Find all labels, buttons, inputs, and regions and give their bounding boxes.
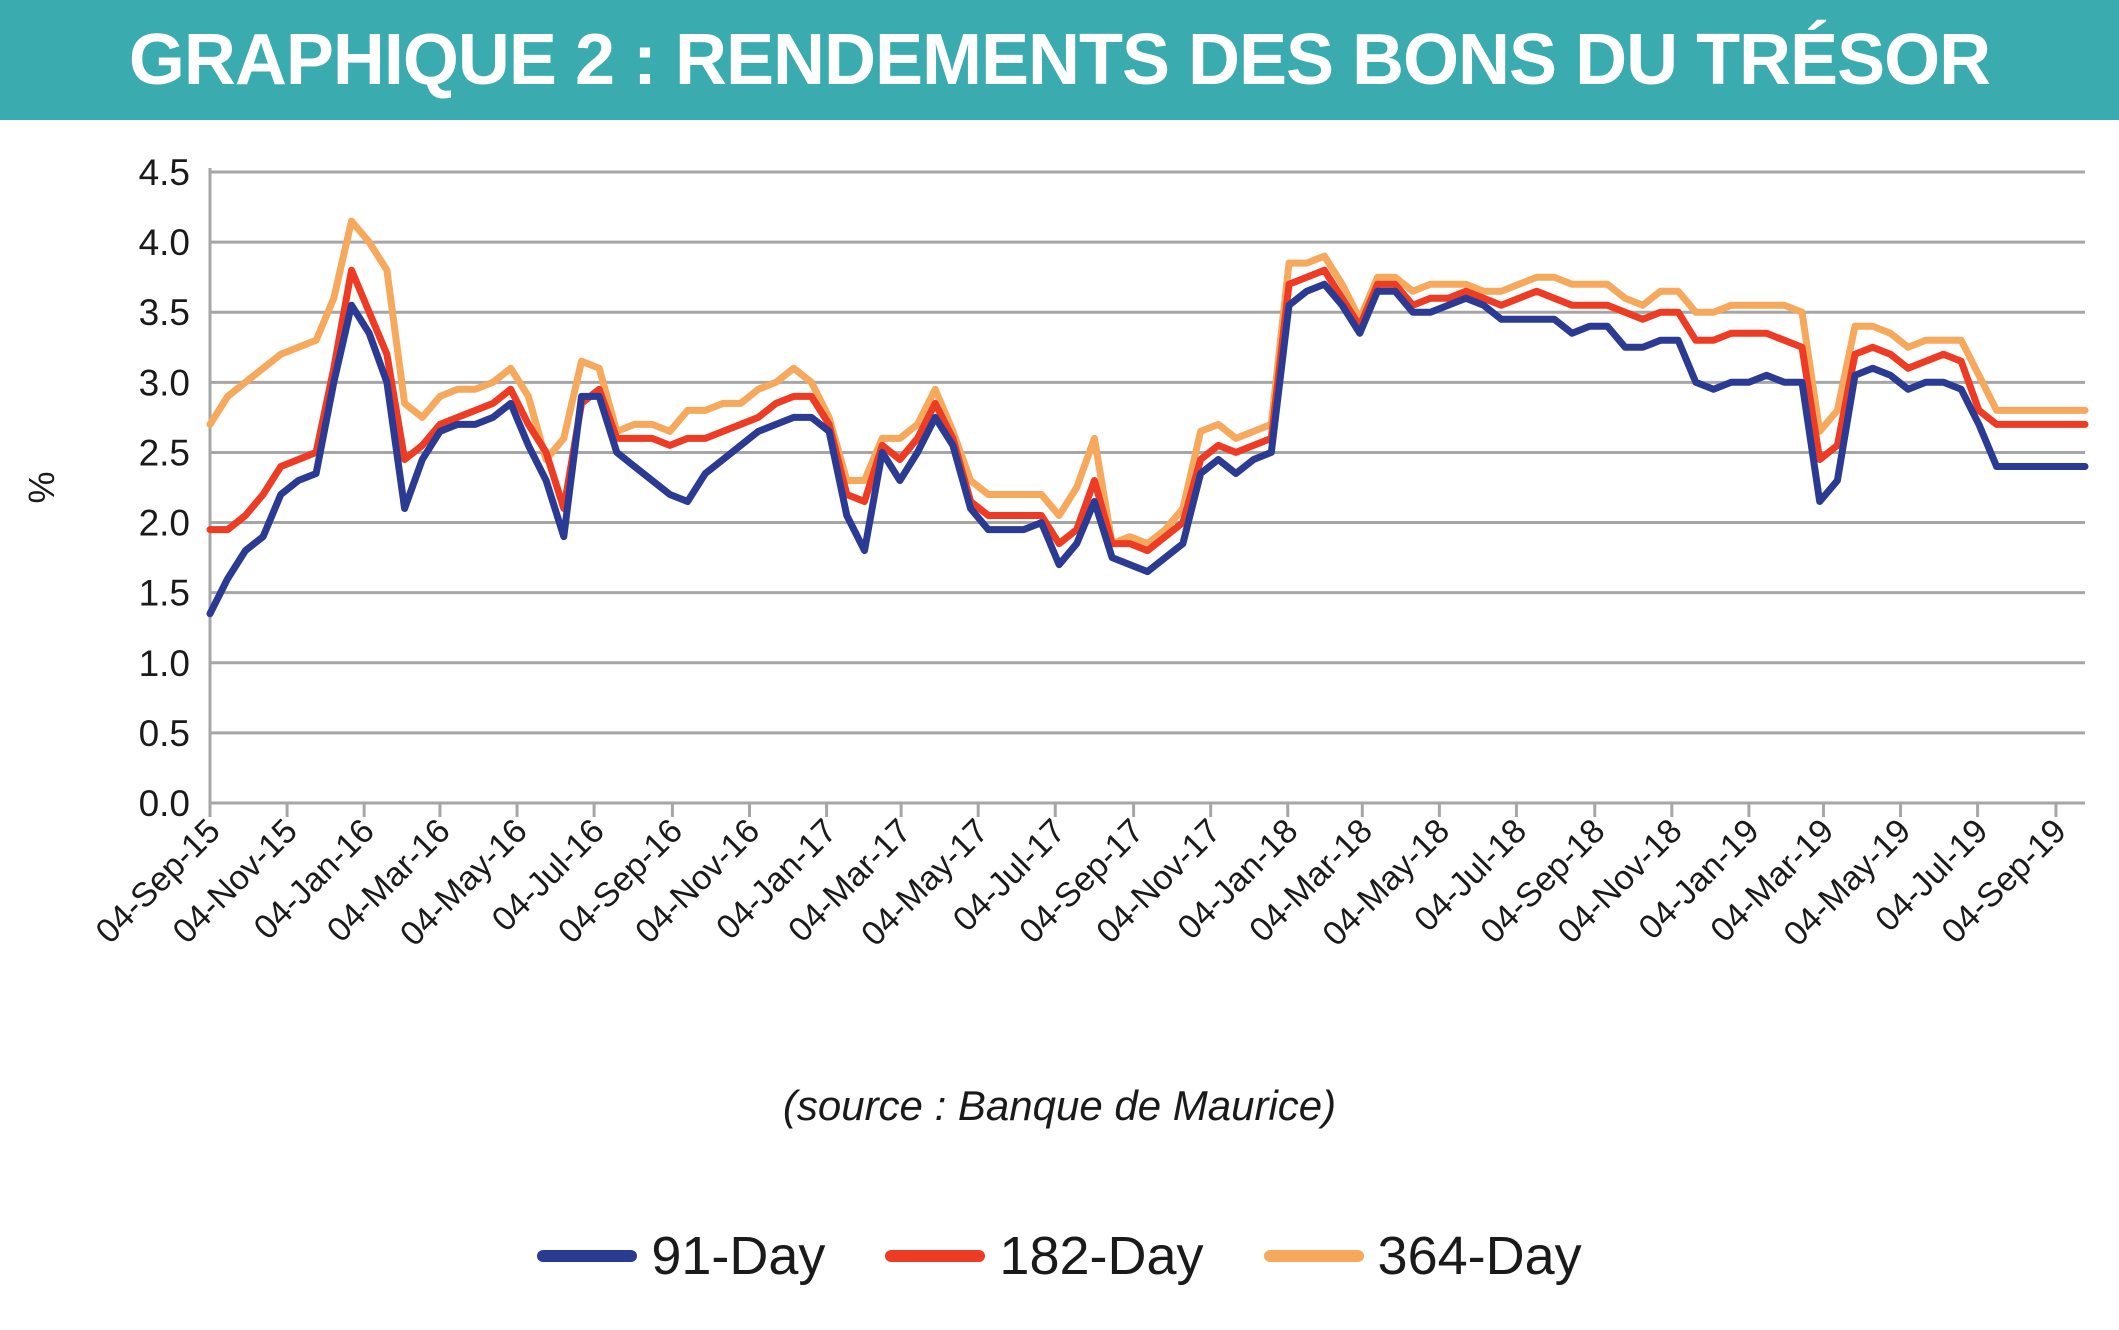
chart-legend: 91-Day 182-Day 364-Day	[0, 1225, 2119, 1287]
title-banner: GRAPHIQUE 2 : RENDEMENTS DES BONS DU TRÉ…	[0, 0, 2119, 120]
y-axis-title: %	[21, 471, 62, 503]
source-note: (source : Banque de Maurice)	[782, 1082, 1337, 1129]
y-tick-label: 4.5	[139, 152, 190, 193]
y-tick-label: 1.5	[139, 573, 190, 614]
series-line-91-day	[206, 280, 2089, 618]
legend-item-364-day: 364-Day	[1263, 1225, 1582, 1287]
chart-title: GRAPHIQUE 2 : RENDEMENTS DES BONS DU TRÉ…	[128, 20, 1991, 100]
y-tick-label: 2.0	[139, 503, 190, 544]
y-tick-label: 4.0	[139, 222, 190, 263]
legend-swatch-364-day	[1263, 1250, 1364, 1262]
y-tick-label: 0.0	[139, 783, 190, 824]
y-tick-label: 3.5	[139, 292, 190, 333]
y-tick-label: 2.5	[139, 432, 190, 473]
y-tick-label: 1.0	[139, 643, 190, 684]
legend-label-182-day: 182-Day	[999, 1226, 1204, 1286]
series-line-364-day	[206, 217, 2089, 548]
y-tick-label: 0.5	[139, 713, 190, 754]
legend-item-91-day: 91-Day	[537, 1225, 825, 1287]
series-line-182-day	[206, 266, 2089, 555]
legend-label-364-day: 364-Day	[1377, 1226, 1582, 1286]
legend-swatch-91-day	[537, 1250, 638, 1262]
legend-item-182-day: 182-Day	[885, 1225, 1204, 1287]
y-tick-label: 3.0	[139, 362, 190, 403]
line-chart: 0.00.51.01.52.02.53.03.54.04.5%04-Sep-15…	[21, 152, 2089, 954]
legend-label-91-day: 91-Day	[651, 1226, 826, 1286]
legend-swatch-182-day	[885, 1250, 986, 1262]
